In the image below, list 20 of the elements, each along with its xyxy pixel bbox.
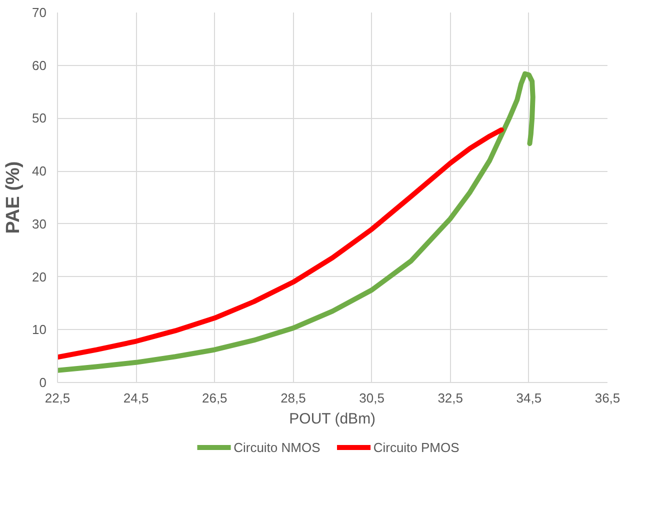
y-tick-label: 10: [32, 322, 47, 338]
x-axis-title: POUT (dBm): [289, 410, 376, 428]
x-tick-label: 34,5: [516, 390, 542, 406]
x-tick-label: 26,5: [202, 390, 228, 406]
y-tick-label: 40: [32, 164, 47, 179]
x-tick-label: 36,5: [594, 390, 620, 406]
legend-label: Circuito PMOS: [373, 440, 460, 455]
y-tick-label: 50: [32, 110, 47, 126]
x-tick-label: 24,5: [123, 390, 149, 406]
y-tick-label: 20: [32, 269, 47, 284]
y-axis-title: PAE (%): [3, 161, 24, 234]
legend-label: Circuito NMOS: [234, 440, 321, 455]
x-tick-label: 28,5: [280, 390, 306, 406]
x-tick-label: 30,5: [359, 390, 384, 406]
y-tick-label: 0: [39, 375, 47, 390]
y-tick-label: 70: [32, 5, 47, 20]
y-tick-label: 60: [32, 58, 47, 73]
x-tick-label: 32,5: [438, 390, 464, 406]
y-tick-label: 30: [32, 216, 47, 232]
x-tick-label: 22,5: [44, 390, 70, 406]
